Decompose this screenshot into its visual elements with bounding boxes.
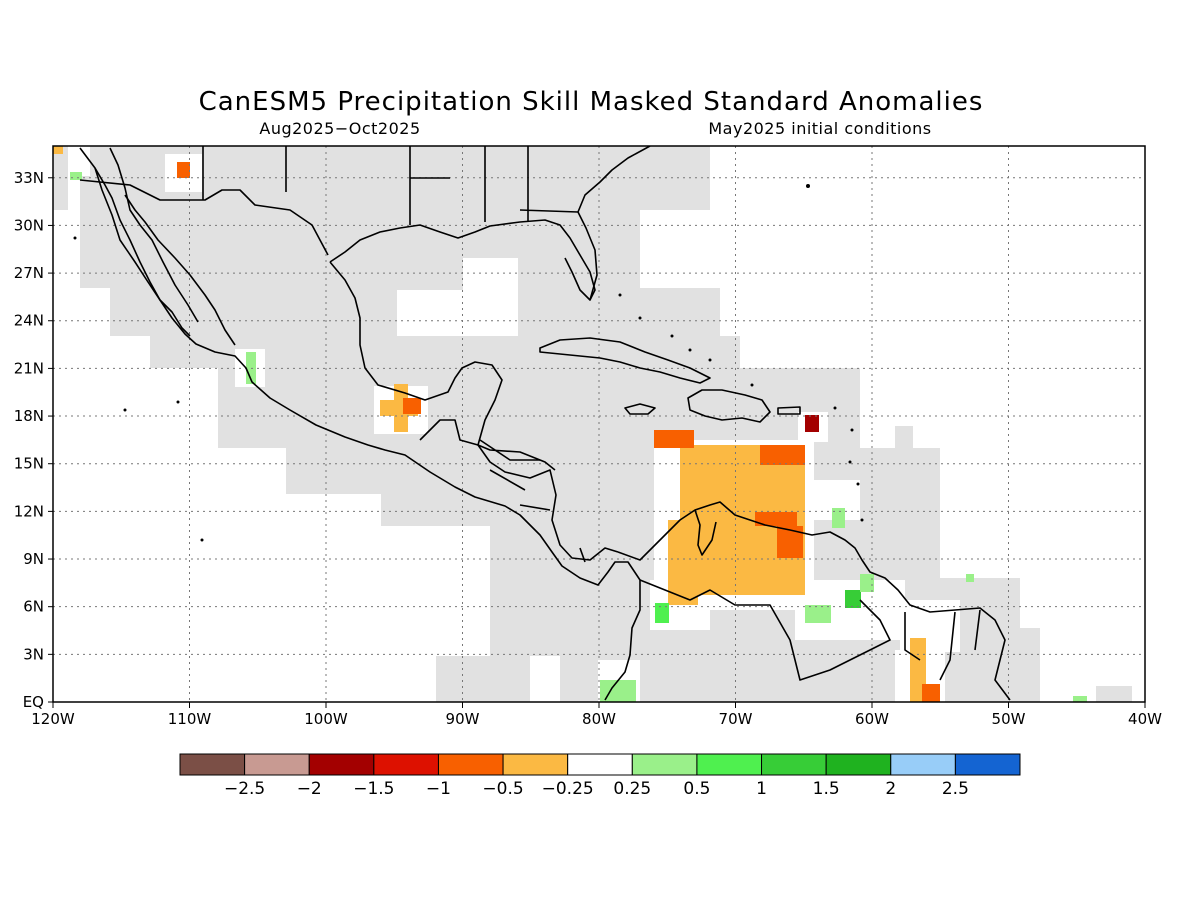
south-america-north-coast	[617, 501, 1011, 701]
central-america-borders	[419, 419, 586, 563]
anomaly-patch-green-e	[845, 590, 861, 608]
forecast-period: Aug2025−Oct2025	[259, 119, 420, 138]
colorbar-label: −0.25	[542, 779, 594, 799]
mexico-pacific-coastline	[79, 147, 641, 701]
initial-conditions: May2025 initial conditions	[708, 119, 931, 138]
anomaly-patch-green-j	[70, 172, 82, 180]
lat-tick-label: 6N	[23, 598, 44, 616]
anomaly-patch-yucatan-orange	[403, 398, 421, 414]
us-mexico-border	[79, 179, 329, 256]
colorbar-label: 1.5	[813, 779, 840, 799]
baja-california-east-coast	[109, 147, 199, 323]
colorbar-swatch	[954, 753, 1021, 776]
anomaly-patch-green-c	[655, 603, 669, 623]
lat-tick-label: 33N	[14, 169, 44, 187]
colorbar-label: 0.5	[683, 779, 710, 799]
anomaly-patch-green-a	[832, 508, 845, 528]
us-atlantic-coastline	[577, 146, 651, 301]
lat-tick-label: EQ	[23, 693, 44, 711]
lon-tick-label: 100W	[304, 710, 348, 728]
jamaica-coastline	[624, 403, 656, 415]
lon-tick-label: 120W	[31, 710, 75, 728]
colorbar-swatch	[179, 753, 246, 776]
south-america-borders	[639, 579, 981, 681]
colorbar-swatch	[373, 753, 439, 776]
lat-tick-label: 12N	[14, 502, 44, 520]
anomaly-patch-orange-c	[755, 512, 797, 526]
lat-tick-label: 27N	[14, 264, 44, 282]
gulf-of-california-coast	[124, 194, 236, 346]
central-america-caribbean-coast	[477, 444, 619, 561]
anomaly-patch-green-i	[1073, 696, 1087, 702]
lon-tick-label: 70W	[719, 710, 753, 728]
lon-tick-label: 50W	[992, 710, 1026, 728]
lon-tick-label: 110W	[168, 710, 212, 728]
colorbar-label: 0.25	[613, 779, 651, 799]
lon-tick-label: 60W	[855, 710, 889, 728]
lat-tick-label: 3N	[23, 645, 44, 663]
lat-tick-label: 15N	[14, 455, 44, 473]
colorbar-label: −0.5	[482, 779, 523, 799]
lat-tick-label: 30N	[14, 216, 44, 234]
hispaniola-coastline	[687, 389, 771, 423]
map-gridlines	[53, 146, 1145, 702]
colorbar-swatch	[631, 753, 698, 776]
anomaly-patch-guiana-dry-south	[910, 672, 924, 702]
colorbar-swatch	[890, 753, 956, 776]
map-plot-area	[53, 146, 1145, 702]
lat-tick-label: 18N	[14, 407, 44, 425]
colorbar-label: 2.5	[942, 779, 969, 799]
colorbar-label: 1	[756, 779, 767, 799]
lat-tick-label: 24N	[14, 312, 44, 330]
baja-california-coastline	[94, 167, 191, 337]
anomaly-patch-orange-a	[654, 430, 694, 448]
anomaly-patch-orange-b	[760, 445, 805, 465]
lat-tick-label: 21N	[14, 359, 44, 377]
anomaly-patch-corner	[53, 146, 63, 154]
colorbar-swatch	[308, 753, 375, 776]
gulf-of-mexico-coastline	[329, 261, 556, 471]
puerto-rico-coastline	[777, 406, 801, 415]
colorbar-swatch	[244, 753, 310, 776]
colorbar-swatch	[437, 753, 504, 776]
cuba-coastline	[539, 337, 711, 384]
colorbar-label: 2	[885, 779, 896, 799]
map-axis-labels: 120W 110W 100W 90W 80W 70W 60W 50W 40W EQ 3N 6N 9N 12…	[14, 169, 1162, 728]
figure-title: CanESM5 Precipitation Skill Masked Stand…	[199, 87, 984, 117]
anomaly-patch-guiana-orange	[922, 684, 940, 702]
colorbar-label: −1.5	[353, 779, 394, 799]
lat-tick-label: 9N	[23, 550, 44, 568]
colorbar-label: −1	[426, 779, 451, 799]
us-state-borders	[202, 146, 579, 225]
lon-tick-label: 80W	[582, 710, 616, 728]
anomaly-patch-yucatan-dry-vertical	[394, 384, 408, 432]
colorbar-label: −2.5	[224, 779, 265, 799]
anomaly-patch-green-h	[966, 574, 974, 582]
colorbar: −2.5 −2 −1.5 −1 −0.5 −0.25 0.25 0.5 1 1.5 2 2.5	[179, 753, 1021, 799]
colorbar-swatch	[502, 753, 569, 776]
colorbar-swatch	[825, 753, 892, 776]
anomaly-patch-colombia-dry	[668, 520, 698, 605]
anomaly-patches	[53, 146, 1087, 702]
anomaly-patch-darkred	[805, 415, 819, 432]
lon-tick-label: 90W	[446, 710, 480, 728]
colorbar-label: −2	[297, 779, 322, 799]
colorbar-swatch	[761, 753, 827, 776]
small-islands	[73, 184, 864, 542]
coastlines-and-borders	[79, 146, 1011, 701]
colorbar-swatch	[567, 753, 633, 776]
anomaly-patch-green-d	[805, 605, 831, 623]
anomaly-patch-green-f	[860, 574, 874, 592]
colorbar-swatch	[696, 753, 763, 776]
lake-maracaibo-coast	[694, 509, 717, 556]
lon-tick-label: 40W	[1128, 710, 1162, 728]
anomaly-patch-northwest-orange	[177, 162, 190, 178]
anomaly-patch-green-g	[600, 680, 636, 702]
